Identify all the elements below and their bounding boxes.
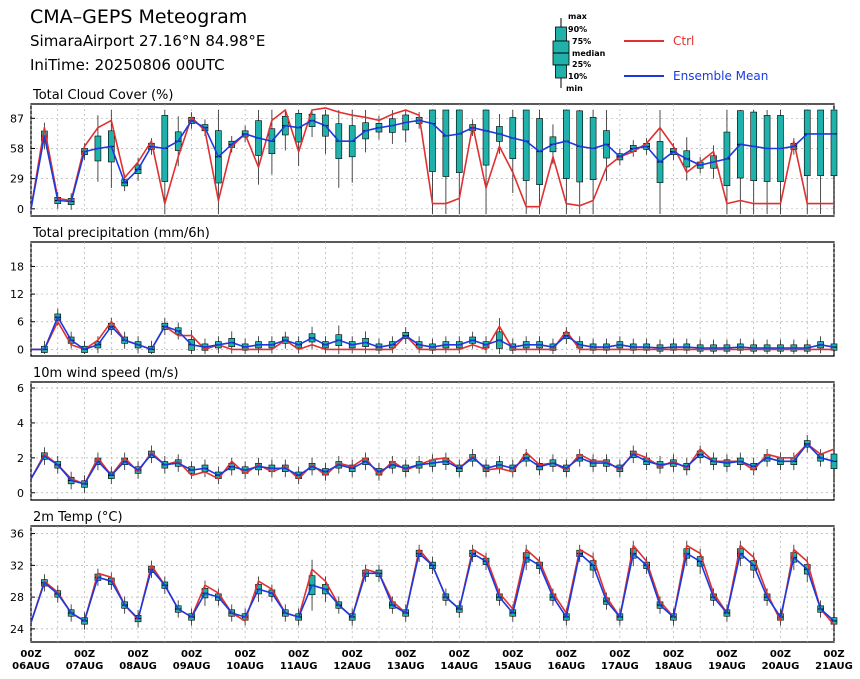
ensemble-box: [429, 109, 436, 214]
y-tick-label: 4: [17, 417, 24, 430]
svg-text:16AUG: 16AUG: [547, 661, 585, 672]
y-tick-label: 6: [17, 382, 24, 395]
init-time-label: IniTime: 20250806 00UTC: [30, 56, 225, 74]
panel-3: 10m wind speed (m/s) 0 2 4 6: [17, 366, 838, 501]
panel-title: 2m Temp (°C): [33, 510, 123, 525]
y-tick-label: 28: [10, 591, 24, 604]
legend-box-label-p10: 10%: [568, 72, 587, 81]
legend-box-label-max: max: [568, 12, 588, 21]
svg-text:08AUG: 08AUG: [119, 661, 157, 672]
svg-text:00Z: 00Z: [609, 649, 630, 660]
series-ctrl-line: [30, 107, 834, 209]
svg-text:00Z: 00Z: [663, 649, 684, 660]
legend: max 90% 75% median 25% 10% min Ctrl Ense…: [552, 12, 768, 93]
svg-text:00Z: 00Z: [556, 649, 577, 660]
svg-text:13AUG: 13AUG: [387, 661, 425, 672]
svg-text:00Z: 00Z: [181, 649, 202, 660]
series-ensemble-mean-line: [30, 119, 834, 209]
svg-text:11AUG: 11AUG: [280, 661, 318, 672]
y-tick-label: 12: [10, 288, 24, 301]
y-tick-label: 0: [17, 203, 24, 216]
chart-title: CMA–GEPS Meteogram: [30, 6, 248, 28]
series-ensemble-mean-line: [31, 316, 835, 351]
svg-text:00Z: 00Z: [449, 649, 470, 660]
legend-box-label-p90: 90%: [568, 25, 587, 34]
panel-frame: [30, 381, 835, 501]
legend-box-label-p75: 75%: [572, 37, 591, 46]
station-label: SimaraAirport 27.16°N 84.98°E: [30, 32, 266, 50]
svg-text:15AUG: 15AUG: [494, 661, 532, 672]
svg-text:00Z: 00Z: [770, 649, 791, 660]
y-tick-label: 0: [17, 487, 24, 500]
panel-title: Total precipitation (mm/6h): [32, 226, 210, 241]
legend-box-glyph: [552, 18, 570, 88]
y-tick-label: 36: [10, 528, 24, 541]
svg-text:00Z: 00Z: [235, 649, 256, 660]
panel-1: Total Cloud Cover (%) 0 29 58 87: [10, 88, 838, 217]
legend-ctrl-label: Ctrl: [673, 34, 694, 48]
y-tick-label: 2: [17, 452, 24, 465]
svg-text:00Z: 00Z: [288, 649, 309, 660]
svg-text:18AUG: 18AUG: [655, 661, 693, 672]
panel-title: Total Cloud Cover (%): [32, 88, 173, 103]
svg-text:00Z: 00Z: [395, 649, 416, 660]
y-tick-label: 18: [10, 260, 24, 273]
legend-mean-label: Ensemble Mean: [673, 69, 768, 83]
x-axis: 00Z06AUG00Z07AUG00Z08AUG00Z09AUG00Z10AUG…: [12, 649, 853, 672]
svg-text:00Z: 00Z: [502, 649, 523, 660]
series-ensemble-mean-line: [30, 443, 835, 485]
legend-box-label-min: min: [566, 84, 583, 93]
y-tick-label: 87: [10, 112, 24, 125]
svg-text:06AUG: 06AUG: [12, 661, 50, 672]
svg-text:20AUG: 20AUG: [762, 661, 800, 672]
y-tick-label: 0: [17, 343, 24, 356]
panel-2: Total precipitation (mm/6h) 0 6 12 18: [10, 226, 838, 357]
svg-text:21AUG: 21AUG: [815, 661, 853, 672]
svg-text:07AUG: 07AUG: [66, 661, 104, 672]
panel-4: 2m Temp (°C) 24 28 32 36: [10, 510, 838, 643]
series-ensemble-mean-line: [30, 552, 835, 623]
svg-text:00Z: 00Z: [127, 649, 148, 660]
panel-title: 10m wind speed (m/s): [33, 366, 179, 381]
y-tick-label: 32: [10, 559, 24, 572]
legend-box-label-median: median: [572, 49, 606, 58]
legend-box-label-p25: 25%: [572, 60, 591, 69]
svg-text:14AUG: 14AUG: [440, 661, 478, 672]
svg-text:00Z: 00Z: [823, 649, 844, 660]
y-tick-label: 24: [10, 623, 24, 636]
svg-text:00Z: 00Z: [342, 649, 363, 660]
y-tick-label: 29: [10, 173, 24, 186]
svg-text:10AUG: 10AUG: [226, 661, 264, 672]
svg-text:00Z: 00Z: [74, 649, 95, 660]
svg-text:12AUG: 12AUG: [333, 661, 371, 672]
svg-text:00Z: 00Z: [716, 649, 737, 660]
panel-frame: [30, 525, 835, 643]
svg-text:19AUG: 19AUG: [708, 661, 746, 672]
svg-text:00Z: 00Z: [20, 649, 41, 660]
svg-text:17AUG: 17AUG: [601, 661, 639, 672]
y-tick-label: 6: [17, 316, 24, 329]
svg-text:09AUG: 09AUG: [173, 661, 211, 672]
y-tick-label: 58: [10, 142, 24, 155]
